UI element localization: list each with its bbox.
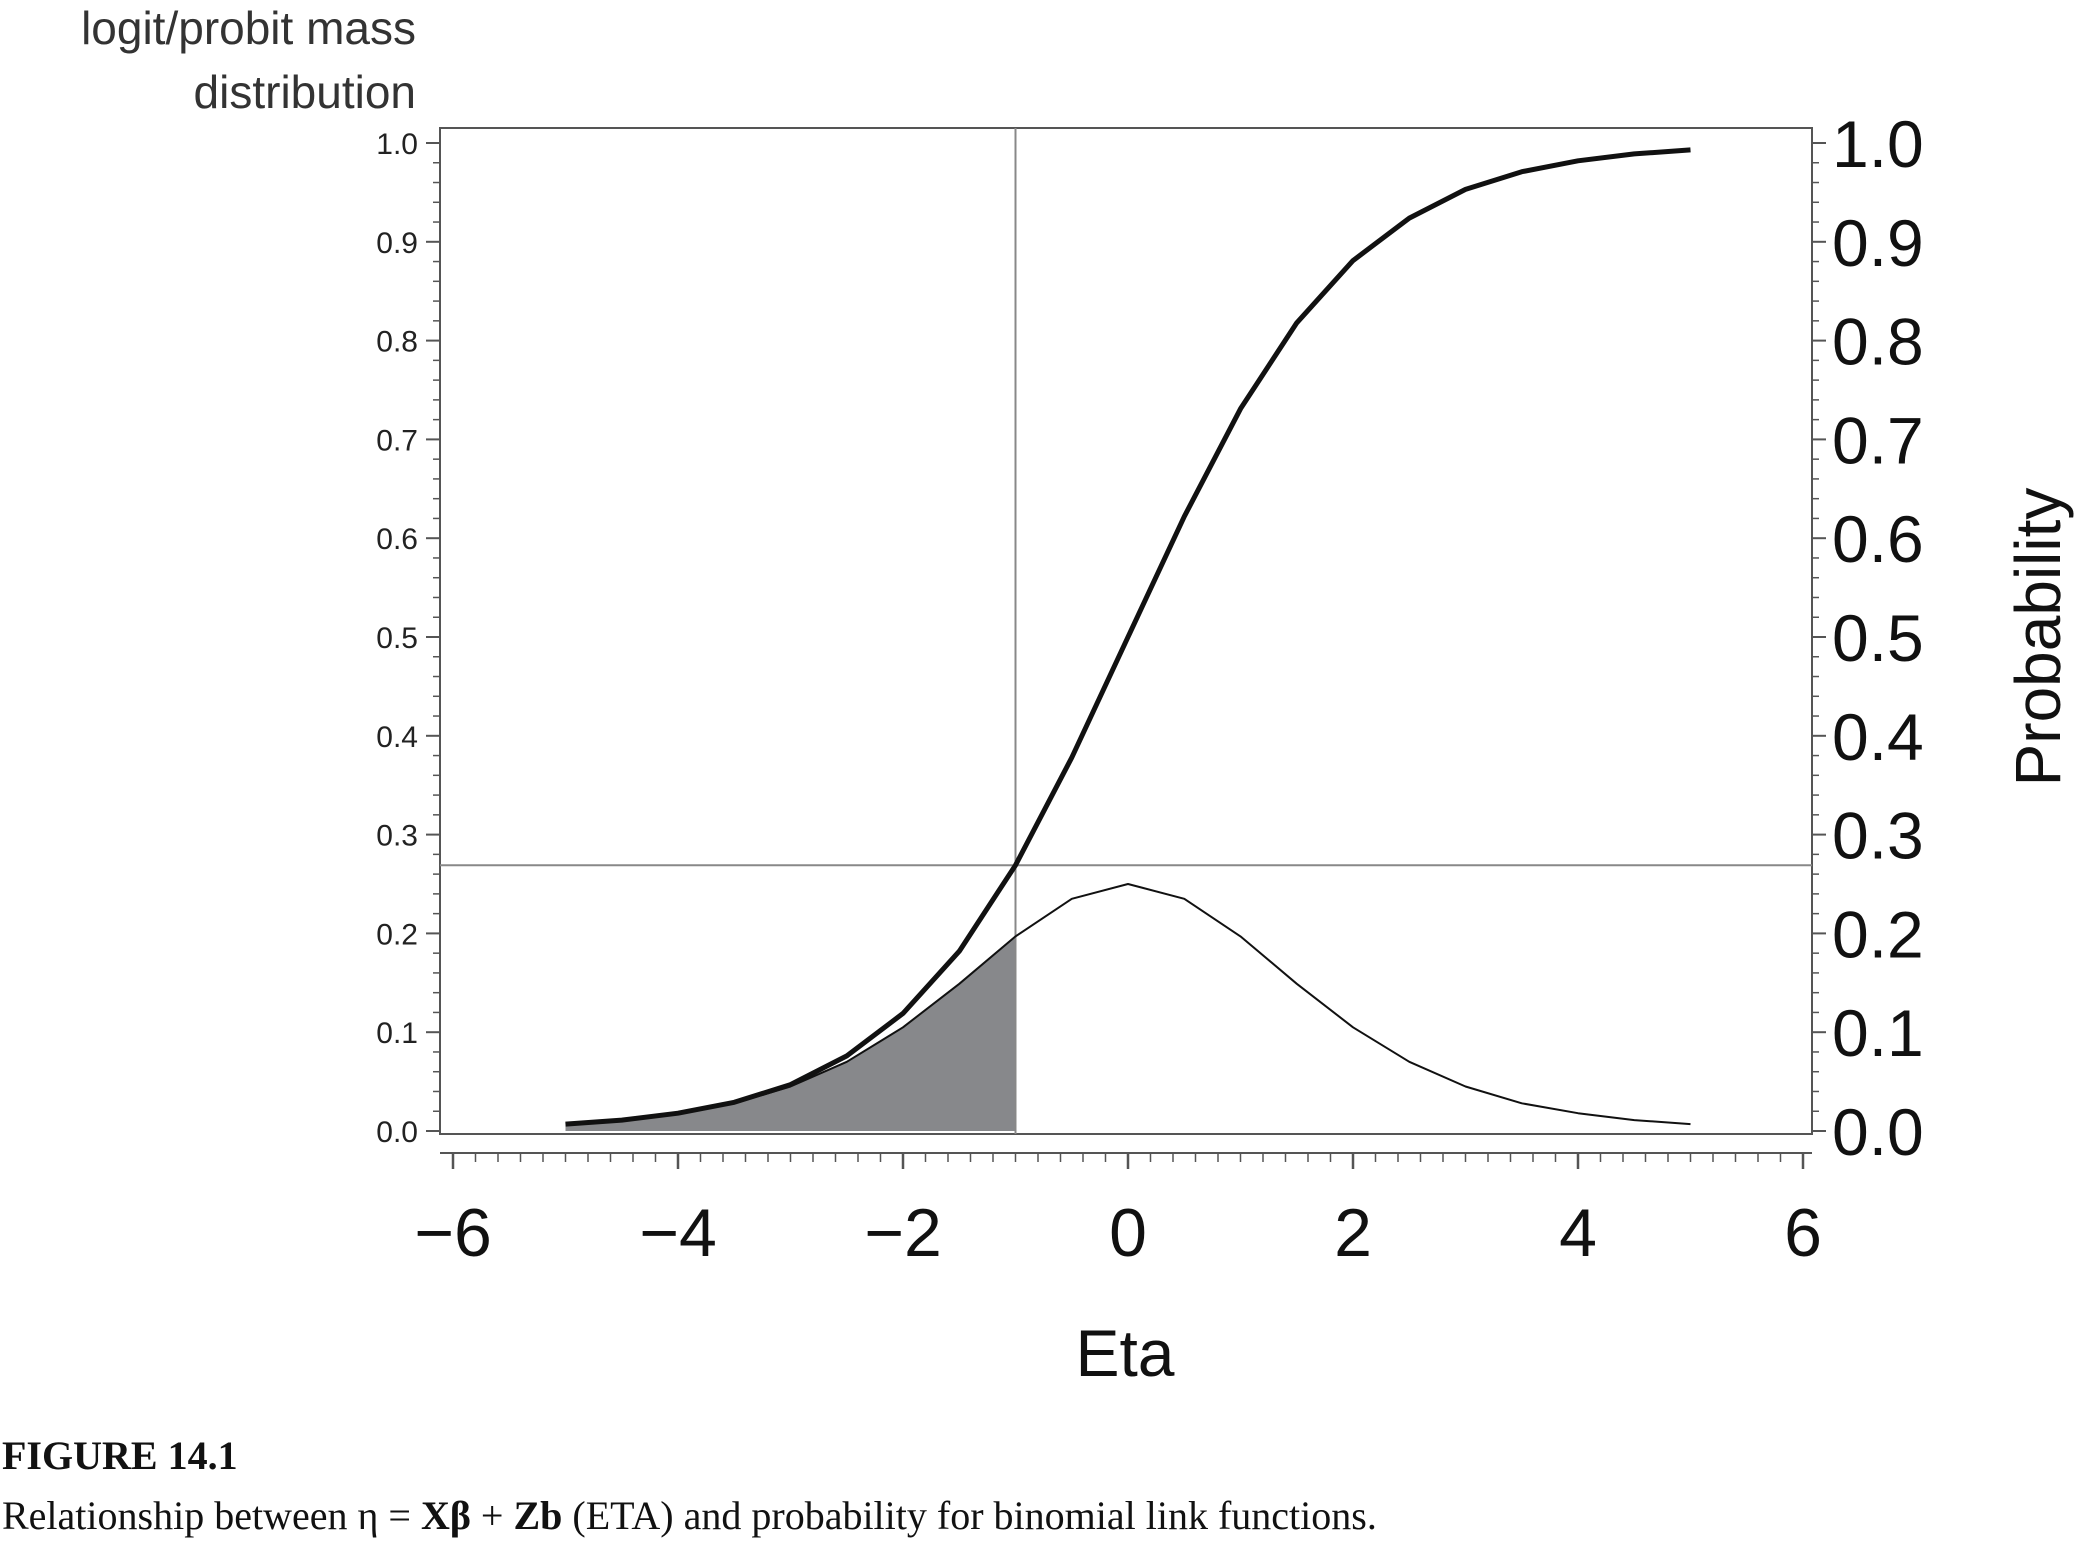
right-y-tick-label: 0.1 xyxy=(1832,996,1924,1070)
left-y-tick-label: 1.0 xyxy=(376,128,418,161)
shaded-region-group xyxy=(565,936,1016,1131)
x-tick-label: −2 xyxy=(864,1195,942,1271)
shaded-area xyxy=(565,936,1016,1131)
caption-text-after: (ETA) and probability for binomial link … xyxy=(562,1493,1377,1538)
density-curve xyxy=(565,883,1691,1126)
left-axis-title-line2: distribution xyxy=(194,66,416,118)
left-y-tick-label: 0.6 xyxy=(376,523,418,556)
x-tick-label: 2 xyxy=(1334,1195,1372,1271)
plot-frame xyxy=(439,127,1813,1135)
right-y-tick-label: 0.2 xyxy=(1832,897,1924,971)
reference-lines-group xyxy=(440,128,1812,1134)
right-y-tick-label: 0.6 xyxy=(1832,502,1924,576)
right-y-tick-label: 1.0 xyxy=(1832,107,1924,181)
right-y-tick-label: 0.3 xyxy=(1832,799,1924,873)
left-y-tick-label: 0.9 xyxy=(376,227,418,260)
left-y-tick-label: 0.7 xyxy=(376,424,418,457)
right-axis-title: Probability xyxy=(2002,488,2074,787)
x-tick-label: −6 xyxy=(414,1195,492,1271)
x-axis-title: Eta xyxy=(1075,1316,1174,1390)
left-y-tick-label: 0.8 xyxy=(376,326,418,359)
right-y-tick-label: 0.9 xyxy=(1832,206,1924,280)
x-tick-label: 4 xyxy=(1559,1195,1597,1271)
figure-caption: Relationship between η = Xβ + Zb (ETA) a… xyxy=(2,1492,1377,1539)
caption-text-before: Relationship between η = xyxy=(2,1493,421,1538)
caption-plus: + xyxy=(470,1493,514,1538)
left-y-tick-label: 0.2 xyxy=(376,918,418,951)
caption-formula-zb: Zb xyxy=(513,1493,563,1538)
left-y-tick-label: 0.4 xyxy=(376,721,418,754)
left-y-tick-label: 0.5 xyxy=(376,622,418,655)
x-tick-label: −4 xyxy=(639,1195,717,1271)
right-y-tick-label: 0.5 xyxy=(1832,601,1924,675)
curves-group xyxy=(565,147,1691,1127)
x-axis: −6 −4 −2 0 2 4 6 xyxy=(414,1152,1822,1271)
x-tick-label: 6 xyxy=(1784,1195,1822,1271)
right-y-tick-label: 0.7 xyxy=(1832,403,1924,477)
left-y-axis: 0.0 0.1 0.2 0.3 0.4 0.5 0.6 0.7 0.8 0.9 1.0 xyxy=(376,128,440,1149)
caption-formula-x-beta: Xβ xyxy=(420,1493,471,1538)
left-axis-title-line1: logit/probit mass xyxy=(81,2,416,54)
right-y-axis: 0.0 0.1 0.2 0.3 0.4 0.5 0.6 0.7 0.8 0.9 1.0 xyxy=(1812,107,1924,1169)
left-y-tick-label: 0.1 xyxy=(376,1017,418,1050)
left-y-tick-label: 0.3 xyxy=(376,820,418,853)
right-y-tick-label: 0.8 xyxy=(1832,305,1924,379)
figure-label: FIGURE 14.1 xyxy=(2,1433,238,1478)
cdf-curve xyxy=(565,147,1691,1127)
right-y-tick-label: 0.0 xyxy=(1832,1095,1924,1169)
right-y-tick-label: 0.4 xyxy=(1832,700,1924,774)
x-tick-label: 0 xyxy=(1109,1195,1147,1271)
left-y-tick-label: 0.0 xyxy=(376,1116,418,1149)
